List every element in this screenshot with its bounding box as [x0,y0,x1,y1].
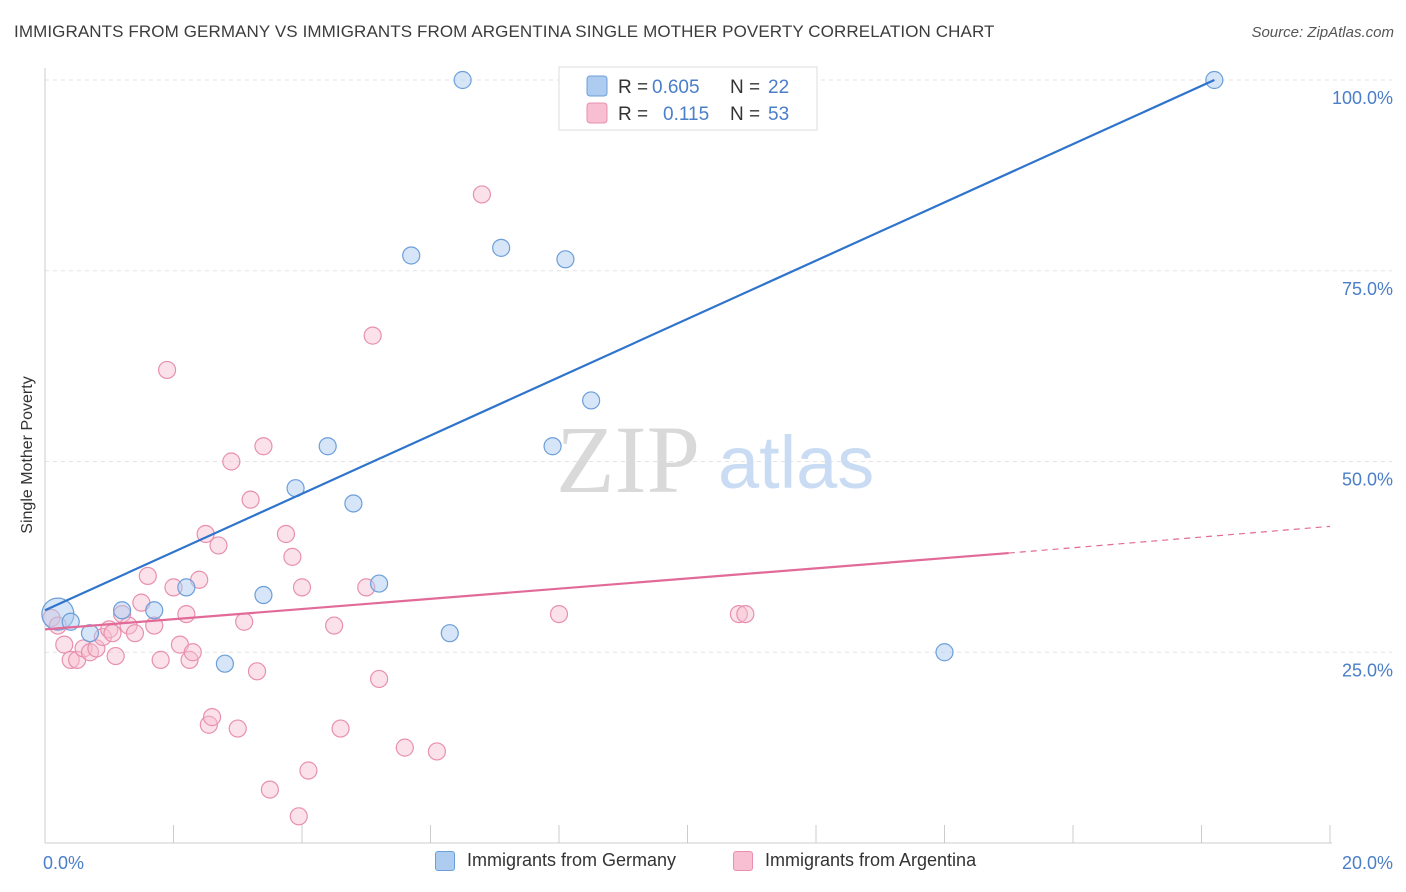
grid-lines [45,79,1392,653]
trend-lines [44,78,1331,631]
data-point-argentina [106,646,125,666]
x-tick-label: 0.0% [43,853,84,873]
data-point-argentina [55,635,74,654]
axes [44,68,1332,844]
data-point-argentina [395,738,414,757]
legend-swatch-germany [435,850,455,871]
data-point-argentina [549,604,569,624]
data-point-argentina [119,616,138,635]
source-label: Source: ZipAtlas.com [1251,24,1394,41]
data-point-argentina [228,719,247,738]
data-point-argentina [138,566,157,586]
y-axis-label: Single Mother Poverty [19,376,36,534]
stats-legend: R = 0.605 N = 22 R = 0.115 N = 53 [558,66,818,131]
data-point-germany [440,624,459,643]
data-point-germany [112,601,132,620]
watermark-zip: ZIP [556,406,700,513]
stats-r-label-germany: R = [618,77,648,98]
data-point-argentina [370,669,389,689]
data-point-argentina [325,616,344,635]
data-point-argentina [61,650,80,669]
legend-label-argentina: Immigrants from Argentina [765,850,977,870]
legend-label-germany: Immigrants from Germany [467,850,677,870]
stats-r-value-argentina: 0.115 [663,104,709,125]
stats-legend-swatch-germany [586,75,608,97]
x-tick-label: 20.0% [1342,853,1393,873]
stats-r-value-germany: 0.605 [652,77,700,98]
data-point-argentina [241,490,260,509]
data-point-argentina [472,185,491,204]
stats-r-label-argentina: R = [618,104,648,125]
y-tick-label: 25.0% [1342,660,1393,680]
y-tick-label: 100.0% [1332,88,1393,108]
data-point-germany [145,601,164,620]
y-tick-label: 75.0% [1342,279,1393,299]
data-point-germany [453,70,472,90]
data-point-argentina [729,604,749,624]
trend-line-argentina-extension [1008,525,1331,554]
data-point-argentina [276,524,296,544]
data-point-argentina [177,604,196,624]
data-point-argentina [289,807,308,826]
data-point-argentina [87,639,106,658]
legend-swatch-argentina [733,850,753,871]
data-point-germany [556,250,575,269]
data-point-germany [543,437,562,456]
data-point-argentina [235,612,254,631]
data-point-germany [344,494,363,513]
data-point-argentina [254,437,273,456]
legend-item-germany: Immigrants from Germany [435,850,676,871]
stats-n-value-argentina: 53 [768,104,789,125]
data-point-argentina [183,643,202,662]
data-point-argentina [260,780,279,799]
data-point-germany [318,437,337,456]
stats-legend-swatch-argentina [586,102,608,124]
stats-n-label-argentina: N = [730,104,760,125]
data-point-germany [80,624,100,643]
data-point-argentina [157,360,177,380]
data-point-argentina [363,326,382,345]
chart-title: IMMIGRANTS FROM GERMANY VS IMMIGRANTS FR… [14,22,995,41]
data-point-germany [492,238,511,257]
legend-item-argentina: Immigrants from Argentina [733,850,976,871]
data-point-argentina [736,604,755,624]
data-point-germany [402,246,421,265]
data-point-argentina [222,452,241,471]
data-point-germany [254,585,273,605]
watermark-atlas: atlas [718,421,874,504]
x-tick-labels: 0.0% 20.0% [43,853,1393,873]
data-point-germany [582,391,601,410]
data-point-argentina [247,662,267,681]
data-point-argentina [202,708,222,727]
stats-n-value-germany: 22 [768,77,789,98]
data-point-argentina [299,761,318,780]
data-point-germany [215,654,234,673]
trend-line-argentina [44,551,1009,631]
stats-n-label-germany: N = [730,77,760,98]
data-point-argentina [209,536,228,555]
data-point-argentina [103,624,122,643]
germany-points [41,70,1224,673]
data-point-argentina [292,578,312,597]
y-tick-label: 50.0% [1342,470,1393,490]
data-point-germany [935,643,954,662]
data-point-germany [370,574,389,593]
data-point-argentina [427,742,447,761]
data-point-argentina [331,719,350,738]
data-point-argentina [125,624,145,643]
data-point-argentina [151,650,170,669]
data-point-germany [177,578,196,597]
watermark: ZIP atlas [556,406,874,513]
y-tick-labels: 25.0% 50.0% 75.0% 100.0% [1332,88,1393,680]
bottom-legend: Immigrants from Germany Immigrants from … [0,850,1406,880]
trend-line-germany [44,78,1215,612]
data-point-argentina [283,547,302,566]
